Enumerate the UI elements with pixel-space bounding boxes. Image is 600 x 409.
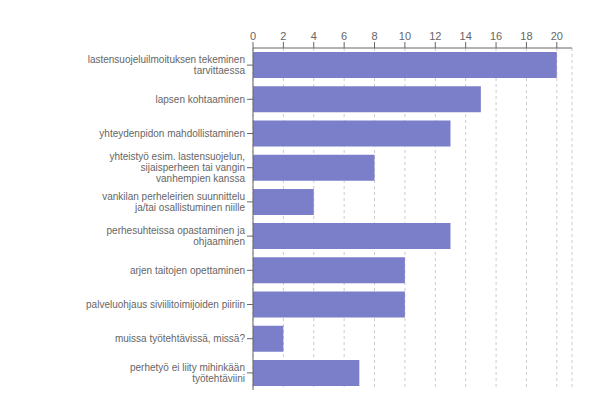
svg-text:arjen taitojen opettaminen: arjen taitojen opettaminen (130, 265, 245, 276)
svg-text:vankilan perheleirien suunnitt: vankilan perheleirien suunnitteluja/tai … (102, 191, 245, 213)
svg-text:6: 6 (341, 30, 347, 42)
svg-text:0: 0 (250, 30, 256, 42)
svg-text:12: 12 (429, 30, 441, 42)
svg-text:10: 10 (399, 30, 411, 42)
svg-text:perhesuhteissa opastaminen jao: perhesuhteissa opastaminen jaohjaaminen (107, 225, 246, 247)
svg-text:20: 20 (551, 30, 563, 42)
svg-text:palveluohjaus siviilitoimijoid: palveluohjaus siviilitoimijoiden piiriin (86, 299, 245, 310)
svg-text:perhetyö ei liity mihinkääntyö: perhetyö ei liity mihinkääntyötehtäviini (130, 362, 245, 384)
svg-text:lastensuojeluilmoituksen tekem: lastensuojeluilmoituksen tekeminentarvit… (88, 54, 246, 76)
svg-text:yhteistyö esim. lastensuojelun: yhteistyö esim. lastensuojelun,sijaisper… (109, 151, 245, 184)
svg-text:muissa työtehtävissä, missä?: muissa työtehtävissä, missä? (115, 333, 245, 344)
svg-text:18: 18 (520, 30, 532, 42)
svg-text:16: 16 (490, 30, 502, 42)
svg-text:yhteydenpidon mahdollistaminen: yhteydenpidon mahdollistaminen (99, 128, 245, 139)
svg-text:8: 8 (371, 30, 377, 42)
svg-text:14: 14 (460, 30, 472, 42)
svg-text:2: 2 (280, 30, 286, 42)
svg-text:4: 4 (311, 30, 317, 42)
svg-text:lapsen kohtaaminen: lapsen kohtaaminen (155, 94, 245, 105)
